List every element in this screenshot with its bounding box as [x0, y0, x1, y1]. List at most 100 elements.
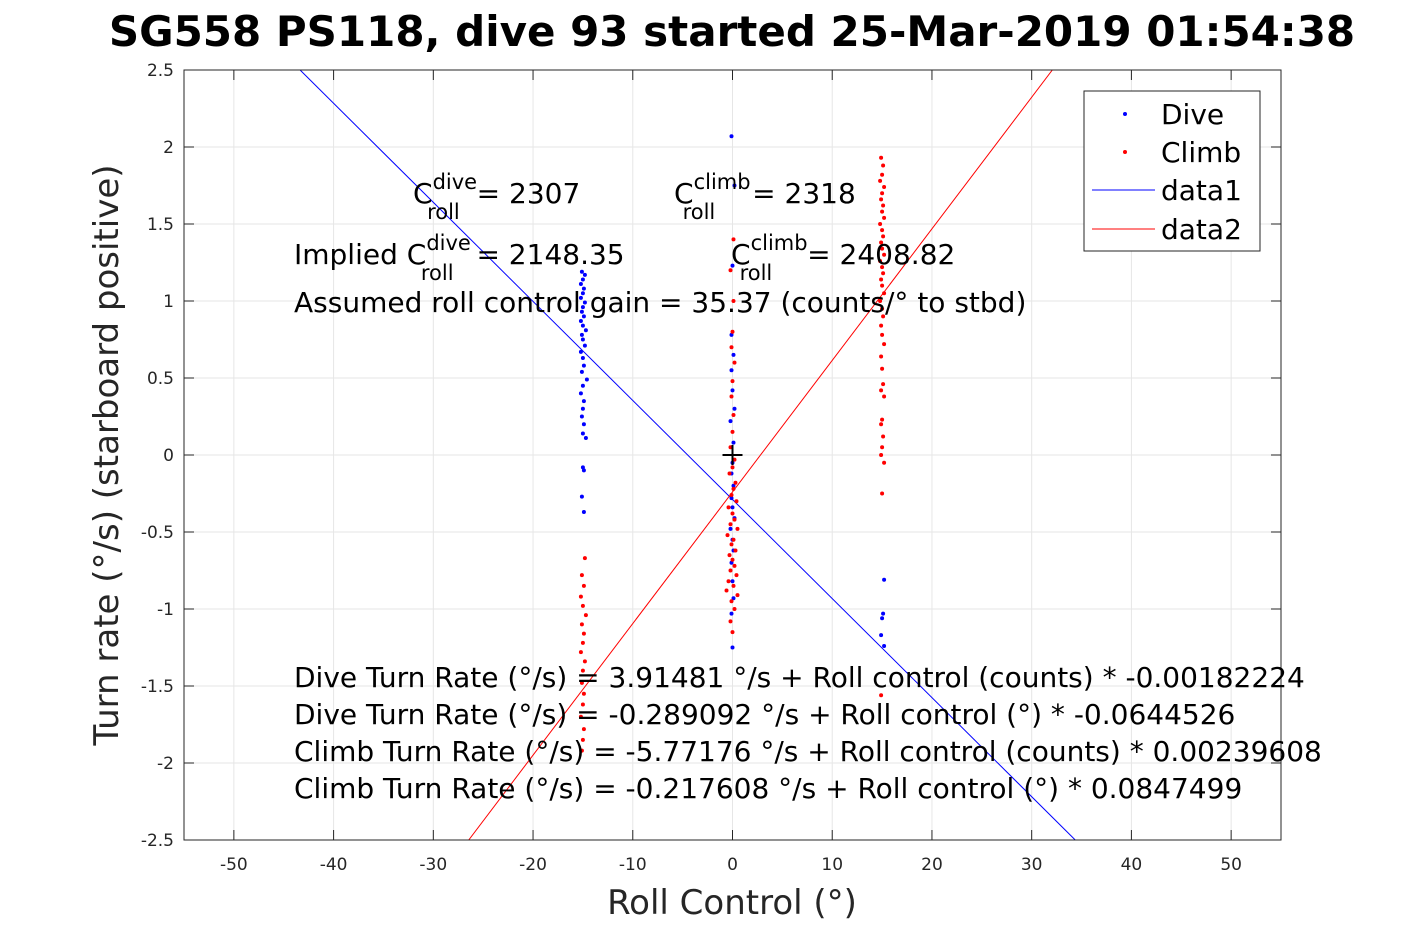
climb-point [881, 234, 886, 239]
climb-point [879, 155, 884, 160]
legend-climb-label: Climb [1161, 136, 1241, 169]
climb-point [583, 613, 588, 618]
climb-point [727, 553, 732, 558]
climb-point [728, 268, 733, 273]
climb-point [732, 563, 737, 568]
dive-point [583, 328, 588, 333]
climb-point [879, 422, 884, 427]
climb-point [579, 680, 584, 685]
climb-point [724, 588, 729, 593]
fit-line-4-annotation: Climb Turn Rate (°/s) = -0.217608 °/s + … [294, 772, 1242, 805]
climb-point [578, 594, 583, 599]
y-tick-label: -1.5 [141, 677, 174, 697]
climb-point [733, 548, 738, 553]
climb-point [579, 748, 584, 753]
x-tick-label: 20 [921, 855, 943, 875]
dive-point [732, 406, 737, 411]
climb-point [731, 299, 736, 303]
dive-point [580, 305, 585, 310]
climb-point [730, 557, 735, 562]
climb-point [880, 283, 885, 288]
climb-point [580, 603, 585, 608]
fit-lines [299, 70, 1076, 840]
x-axis-label: Roll Control (°) [607, 883, 857, 923]
climb-point [880, 172, 885, 177]
climb-point [731, 486, 736, 491]
y-axis-ticks: -2.5 -2 -1.5 -1 -0.5 0 0.5 1 1.5 2 2.5 [141, 61, 1281, 851]
legend-box [1083, 90, 1261, 252]
dive-point [581, 314, 586, 319]
dive-point [729, 496, 734, 501]
dive-point [580, 431, 585, 436]
climb-point [880, 491, 885, 496]
x-tick-label: 0 [727, 855, 738, 875]
dive-point [581, 286, 586, 291]
c-roll-climb-annotation: Cclimb roll = 2318 [674, 170, 856, 224]
climb-point [881, 163, 886, 168]
y-tick-label: -0.5 [141, 523, 174, 543]
climb-point [732, 517, 737, 522]
y-tick-label: -2 [157, 754, 174, 774]
climb-point [879, 388, 884, 393]
x-tick-label: 30 [1021, 855, 1043, 875]
dive-point [580, 337, 585, 342]
climb-point [879, 277, 884, 282]
dive-point [580, 465, 585, 470]
dive-point [580, 291, 585, 296]
climb-point [582, 659, 587, 664]
dive-point [582, 272, 587, 277]
dive-point [580, 355, 585, 360]
climb-point [882, 394, 887, 399]
x-tick-label: -40 [320, 855, 348, 875]
climb-point [726, 579, 731, 584]
climb-point [732, 607, 737, 611]
fit-line-data1 [299, 70, 1076, 840]
climb-point [580, 640, 585, 645]
dive-point [881, 611, 886, 616]
climb-point [881, 203, 886, 208]
dive-point [731, 596, 736, 601]
dive-point [731, 352, 736, 357]
climb-point [580, 702, 585, 707]
climb-point [734, 499, 739, 504]
climb-point [728, 568, 733, 573]
dive-point [580, 406, 585, 411]
climb-point [730, 329, 735, 334]
dive-point [729, 560, 734, 565]
annotations: Cdive roll = 2307 Cclimb roll = 2318 Impli… [294, 170, 1322, 805]
climb-point [582, 556, 587, 561]
climb-point [581, 583, 586, 588]
climb-point [880, 306, 885, 311]
climb-point [726, 505, 731, 510]
chart-title: SG558 PS118, dive 93 started 25-Mar-2019… [109, 7, 1355, 56]
climb-point [735, 526, 740, 531]
climb-point [579, 622, 584, 627]
dive-point [579, 414, 584, 419]
dive-point [728, 526, 733, 531]
dive-point [581, 363, 586, 368]
dive-point [578, 282, 583, 287]
legend-data2-label: data2 [1161, 213, 1242, 246]
climb-point [878, 299, 883, 303]
y-axis-label: Turn rate (°/s) (starboard positive) [87, 164, 127, 746]
x-axis-ticks: -50 -40 -30 -20 -10 0 10 20 30 40 50 [220, 70, 1242, 875]
x-tick-label: 40 [1121, 855, 1143, 875]
climb-point [729, 345, 734, 350]
y-tick-label: 0 [163, 446, 174, 466]
climb-point [879, 197, 884, 202]
climb-point [731, 237, 736, 242]
legend-data1-label: data1 [1161, 174, 1242, 207]
dive-point [580, 323, 585, 328]
x-tick-label: 50 [1220, 855, 1242, 875]
climb-point [882, 185, 887, 190]
dive-point [882, 577, 887, 582]
climb-point [729, 542, 734, 547]
climb-point [881, 314, 886, 319]
climb-point [578, 714, 583, 719]
data-points [578, 134, 887, 753]
legend-dive-label: Dive [1161, 98, 1224, 131]
c-roll-dive-annotation: Cdive roll = 2307 [413, 170, 580, 224]
climb-point [879, 354, 884, 359]
dive-point [729, 332, 734, 337]
dive-point [579, 369, 584, 374]
